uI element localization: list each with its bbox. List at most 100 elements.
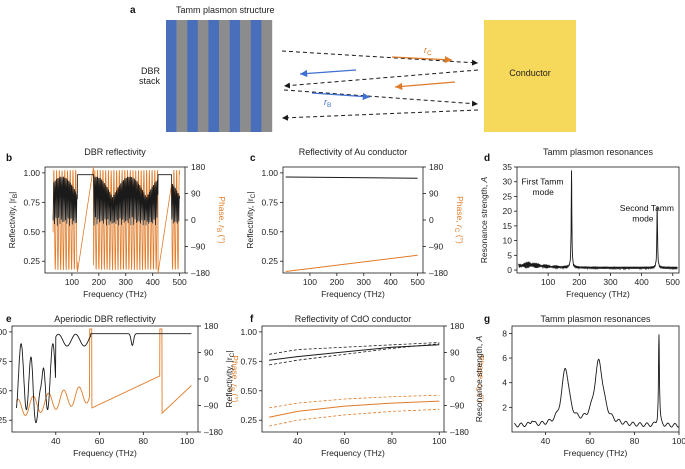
rb-arrow-2 <box>311 92 371 101</box>
x-tick-label: 200 <box>330 277 344 287</box>
y2-tick-label: 0 <box>450 374 455 384</box>
x-tick-label: 400 <box>146 277 160 287</box>
dbr-layer <box>208 20 220 132</box>
y2-tick-label: 90 <box>450 348 460 358</box>
y-axis-label: Reflectivity, |rB| <box>7 192 19 249</box>
dbr-label-line2: stack <box>139 76 161 86</box>
schematic-title: Tamm plasmon structure <box>176 5 275 15</box>
x-tick-label: 60 <box>340 436 350 446</box>
y-tick-label: 2 <box>502 402 507 412</box>
x-tick-label: 400 <box>635 277 649 287</box>
y-tick-label: 0.50 <box>0 386 7 396</box>
annotation-first-tamm-mode: mode <box>533 187 555 197</box>
chart-title: Reflectivity of CdO conductor <box>295 314 412 324</box>
incident-ray-2 <box>283 89 479 107</box>
tamm-structure-schematic: a Tamm plasmon structure DBR stack Condu… <box>130 5 576 132</box>
panel-b: b DBR reflectivity 100 200 300 400 500 Frequenc… <box>6 147 227 299</box>
y-tick-label: 1.00 <box>240 327 257 337</box>
reflectivity-curve <box>15 333 192 424</box>
conductor-label: Conductor <box>509 68 551 78</box>
y-tick-label: 15 <box>503 221 513 231</box>
x-tick-label: 60 <box>95 436 105 446</box>
dbr-layer <box>219 20 230 132</box>
phase-line <box>285 254 418 272</box>
y2-tick-label: 180 <box>191 162 205 172</box>
rb-arrow-1 <box>299 69 357 78</box>
annotation-second-tamm: Second Tamm <box>620 203 674 213</box>
plot-frame <box>516 166 680 274</box>
rc-arrow-1 <box>391 56 453 64</box>
y-tick-label: 0.25 <box>23 256 40 266</box>
y2-axis-label: Phase, rC (°) <box>453 196 465 244</box>
y-tick-label: 1.00 <box>23 168 40 178</box>
y-tick-label: 4 <box>502 378 507 388</box>
panel-e: e Aperiodic DBR reflectivity 40 60 80 100 Freq… <box>0 314 240 458</box>
panel-f-label: f <box>250 314 254 325</box>
y-tick-label: 0.75 <box>0 356 7 366</box>
y2-tick-label: 0 <box>429 215 434 225</box>
x-axis-label: Frequency (THz) <box>73 448 137 458</box>
x-tick-label: 500 <box>173 277 187 287</box>
x-tick-label: 80 <box>630 436 640 446</box>
y-axis-label: Reflectivity, |rC| <box>224 350 236 407</box>
dbr-layer <box>187 20 198 132</box>
x-axis-label: Frequency (THz) <box>321 289 385 299</box>
y2-tick-label: –180 <box>450 427 469 437</box>
y-tick-label: 6 <box>502 353 507 363</box>
reflectivity-line <box>269 344 440 361</box>
rc-arrow-2 <box>394 81 456 90</box>
y-axis-label: Resonance strength, A <box>479 176 489 263</box>
dbr-layer <box>197 20 209 132</box>
y-tick-label: 0.75 <box>261 197 278 207</box>
y2-tick-label: 90 <box>204 348 214 358</box>
y2-tick-label: –180 <box>204 427 223 437</box>
phase-curve <box>52 167 180 273</box>
panel-f: f Reflectivity of CdO conductor 40 60 80 100 F… <box>224 314 486 458</box>
y-tick-label: 25 <box>503 191 513 201</box>
x-tick-label: 500 <box>411 277 425 287</box>
y-tick-label: 0.25 <box>261 256 278 266</box>
x-axis-label: Frequency (THz) <box>566 289 630 299</box>
x-tick-label: 500 <box>666 277 680 287</box>
phase-line-dashed <box>269 394 440 409</box>
y-tick-label: 10 <box>503 236 513 246</box>
y2-tick-label: 180 <box>450 321 464 331</box>
x-tick-label: 300 <box>603 277 617 287</box>
resonance-curve <box>518 170 678 271</box>
x-tick-label: 60 <box>585 436 595 446</box>
x-tick-label: 100 <box>541 277 555 287</box>
y2-tick-label: 0 <box>191 215 196 225</box>
x-tick-label: 40 <box>293 436 303 446</box>
reflected-ray-1 <box>283 69 479 89</box>
dbr-layer <box>261 20 273 132</box>
plot-frame <box>11 325 199 433</box>
y2-axis-label: Phase, rB (°) <box>215 196 227 244</box>
y-tick-label: 0 <box>507 265 512 275</box>
y2-tick-label: 180 <box>429 162 443 172</box>
annotation-second-tamm-mode: mode <box>632 213 654 223</box>
y-tick-label: 5 <box>507 250 512 260</box>
y2-tick-label: –90 <box>204 401 218 411</box>
y-tick-label: 1.00 <box>0 327 7 337</box>
phase-line <box>268 400 440 418</box>
x-tick-label: 400 <box>384 277 398 287</box>
plot-frame <box>261 325 445 433</box>
panel-g-label: g <box>484 314 490 325</box>
x-tick-label: 80 <box>139 436 149 446</box>
resonance-curve <box>513 334 679 428</box>
y2-tick-label: 0 <box>204 374 209 384</box>
x-tick-label: 100 <box>65 277 79 287</box>
y-tick-label: 20 <box>503 206 513 216</box>
y-tick-label: 35 <box>503 162 513 172</box>
x-tick-label: 100 <box>432 436 446 446</box>
panel-b-label: b <box>6 153 12 164</box>
plot-frame <box>511 325 680 433</box>
y-tick-label: 0.50 <box>261 227 278 237</box>
x-tick-label: 200 <box>572 277 586 287</box>
dbr-layer <box>229 20 241 132</box>
y-tick-label: 0.25 <box>240 415 257 425</box>
annotation-first-tamm: First Tamm <box>522 177 564 187</box>
reflectivity-line-dashed <box>269 342 440 355</box>
